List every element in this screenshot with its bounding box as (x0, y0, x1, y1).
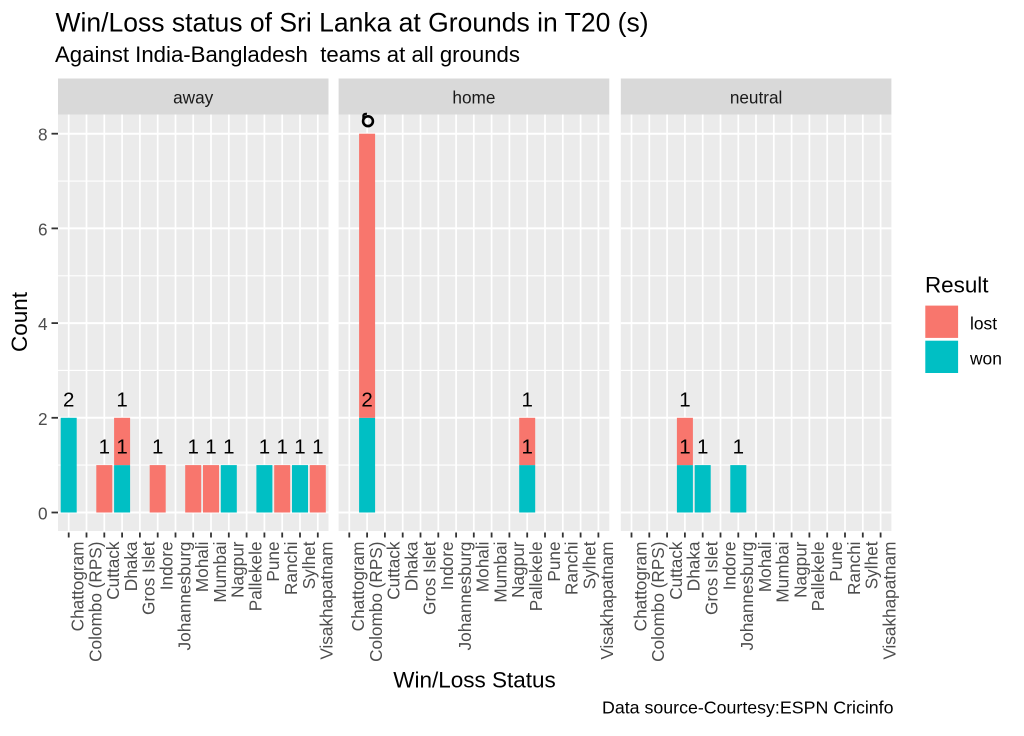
svg-text:Dhaka: Dhaka (684, 541, 704, 591)
svg-text:1: 1 (697, 436, 708, 459)
svg-text:Gros Islet: Gros Islet (702, 541, 722, 615)
svg-text:home: home (452, 88, 495, 108)
svg-text:1: 1 (116, 436, 127, 459)
svg-text:Mumbai: Mumbai (773, 542, 793, 603)
svg-text:Chattogram: Chattogram (348, 542, 368, 632)
svg-text:1: 1 (521, 436, 532, 459)
svg-text:1: 1 (152, 436, 163, 459)
svg-text:6: 6 (38, 219, 48, 239)
svg-text:1: 1 (187, 436, 198, 459)
svg-text:Against India-Bangladesh team: Against India-Bangladesh teams at all gr… (55, 42, 520, 67)
svg-text:Chattogram: Chattogram (68, 542, 88, 632)
svg-text:Dhaka: Dhaka (402, 541, 422, 591)
svg-text:Pallekele: Pallekele (526, 542, 546, 612)
svg-text:Colombo (RPS): Colombo (RPS) (85, 542, 105, 662)
svg-text:1: 1 (294, 436, 305, 459)
svg-text:1: 1 (679, 436, 690, 459)
svg-text:Win/Loss status of Sri Lanka a: Win/Loss status of Sri Lanka at Grounds … (56, 8, 649, 38)
svg-text:Cuttack: Cuttack (103, 541, 123, 600)
svg-text:Mohali: Mohali (473, 542, 493, 593)
svg-text:won: won (969, 348, 1002, 368)
svg-text:Mumbai: Mumbai (210, 542, 230, 603)
svg-text:Pune: Pune (826, 542, 846, 582)
svg-text:Sylhet: Sylhet (579, 541, 599, 589)
svg-text:Cuttack: Cuttack (666, 541, 686, 600)
svg-text:1: 1 (679, 388, 690, 411)
svg-text:0: 0 (38, 504, 48, 524)
svg-text:Ranchi: Ranchi (562, 542, 582, 596)
svg-text:Nagpur: Nagpur (508, 541, 528, 598)
svg-text:2: 2 (38, 409, 48, 429)
svg-text:1: 1 (259, 436, 270, 459)
svg-text:Sylhet: Sylhet (862, 541, 882, 589)
svg-text:Data source-Courtesy:ESPN Cric: Data source-Courtesy:ESPN Cricinfo (602, 698, 894, 718)
svg-text:Mumbai: Mumbai (490, 542, 510, 603)
svg-text:Pune: Pune (263, 542, 283, 582)
svg-text:1: 1 (223, 436, 234, 459)
svg-text:Win/Loss Status: Win/Loss Status (393, 668, 556, 693)
svg-text:Pune: Pune (544, 542, 564, 582)
svg-text:Johannesburg: Johannesburg (174, 542, 194, 651)
svg-text:1: 1 (521, 388, 532, 411)
svg-text:Result: Result (925, 273, 989, 298)
svg-text:Mohali: Mohali (192, 542, 212, 593)
svg-text:Indore: Indore (719, 542, 739, 591)
svg-text:Sylhet: Sylhet (299, 541, 319, 589)
svg-text:2: 2 (63, 388, 74, 411)
svg-text:Visakhapatnam: Visakhapatnam (597, 542, 617, 660)
svg-text:1: 1 (733, 436, 744, 459)
svg-text:1: 1 (312, 436, 323, 459)
svg-text:2: 2 (361, 388, 372, 411)
svg-text:Indore: Indore (157, 542, 177, 591)
svg-text:away: away (173, 88, 214, 108)
svg-text:1: 1 (116, 388, 127, 411)
svg-text:Gros Islet: Gros Islet (139, 541, 159, 615)
svg-text:neutral: neutral (730, 88, 783, 108)
svg-text:Count: Count (7, 291, 32, 352)
svg-text:Colombo (RPS): Colombo (RPS) (648, 542, 668, 662)
svg-text:Visakhapatnam: Visakhapatnam (879, 542, 899, 660)
svg-text:lost: lost (970, 313, 997, 333)
svg-text:Indore: Indore (437, 542, 457, 591)
svg-text:Chattogram: Chattogram (630, 542, 650, 632)
svg-text:Nagpur: Nagpur (228, 541, 248, 598)
svg-text:Nagpur: Nagpur (790, 541, 810, 598)
svg-text:Colombo (RPS): Colombo (RPS) (366, 542, 386, 662)
svg-text:Gros Islet: Gros Islet (419, 541, 439, 615)
svg-text:8: 8 (38, 125, 48, 145)
svg-text:Johannesburg: Johannesburg (455, 542, 475, 651)
svg-text:Pallekele: Pallekele (808, 542, 828, 612)
svg-text:1: 1 (99, 436, 110, 459)
svg-text:Visakhapatnam: Visakhapatnam (317, 542, 337, 660)
svg-text:4: 4 (38, 314, 48, 334)
svg-text:Dhaka: Dhaka (121, 541, 141, 591)
svg-text:Ranchi: Ranchi (844, 542, 864, 596)
svg-text:1: 1 (276, 436, 287, 459)
svg-text:Pallekele: Pallekele (245, 542, 265, 612)
svg-text:Johannesburg: Johannesburg (737, 542, 757, 651)
svg-text:Cuttack: Cuttack (384, 541, 404, 600)
svg-text:Ranchi: Ranchi (281, 542, 301, 596)
svg-text:1: 1 (205, 436, 216, 459)
svg-text:Mohali: Mohali (755, 542, 775, 593)
